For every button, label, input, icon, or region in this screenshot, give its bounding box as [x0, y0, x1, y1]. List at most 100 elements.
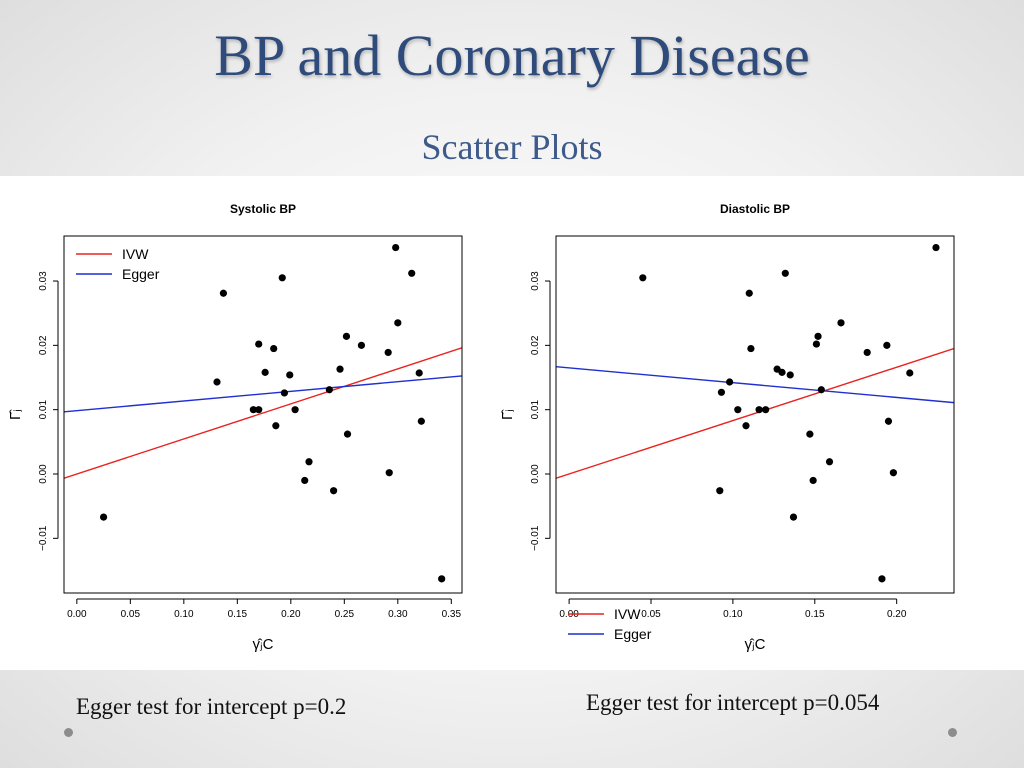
plot-panel: Systolic BP 0.00 0.05 0.10 0.15 0.20 0.25 0.30 0…: [0, 176, 1024, 670]
regression-line-ivw: [556, 347, 954, 479]
data-point: [837, 319, 845, 327]
data-point: [932, 243, 940, 252]
data-point: [747, 344, 755, 353]
data-point: [889, 469, 897, 477]
data-point: [438, 575, 446, 583]
x-tick-label: 0.20: [887, 609, 907, 620]
data-point: [778, 368, 786, 376]
plot-frame: [63, 235, 463, 594]
x-tick-label: 0.15: [805, 609, 825, 620]
y-tick-label: −0.01: [530, 525, 541, 551]
data-point: [814, 332, 822, 340]
data-point: [726, 378, 734, 386]
data-point: [817, 386, 825, 394]
data-point: [883, 341, 891, 349]
y-tick-label: 0.02: [38, 335, 49, 355]
data-point: [261, 368, 269, 376]
data-point: [884, 417, 893, 425]
x-axis-label: γ̂ⱼC: [253, 636, 274, 653]
x-tick-label: 0.05: [121, 609, 141, 620]
legend-label-ivw: IVW: [122, 246, 149, 262]
x-axis-label: γ̂ⱼC: [745, 636, 766, 653]
x-tick-label: 0.10: [723, 609, 743, 620]
data-point: [906, 369, 914, 377]
x-tick-label: 0.20: [281, 609, 301, 620]
charts-figure: Systolic BP 0.00 0.05 0.10 0.15 0.20 0.25 0.30 0…: [7, 202, 955, 653]
data-point: [280, 389, 288, 397]
data-point: [272, 422, 280, 430]
y-tick-label: 0.02: [530, 335, 541, 355]
data-point: [278, 274, 286, 282]
egger-test-note-systolic: Egger test for intercept p=0.2: [76, 694, 347, 719]
regression-line-ivw: [64, 347, 462, 479]
data-point: [639, 274, 647, 282]
y-tick-label: 0.00: [530, 464, 541, 484]
data-point: [357, 341, 366, 349]
data-point: [786, 371, 794, 379]
data-point: [789, 513, 798, 521]
data-point: [270, 344, 278, 353]
ornament-dot-left: [64, 728, 73, 737]
data-point: [755, 406, 763, 414]
data-point: [325, 386, 333, 394]
data-point: [291, 406, 299, 414]
y-tick-label: 0.01: [38, 400, 49, 420]
chart-title: Diastolic BP: [720, 202, 790, 216]
data-point: [330, 487, 338, 495]
data-point: [301, 476, 309, 485]
data-point: [255, 340, 263, 348]
data-point: [343, 430, 352, 438]
data-point: [717, 388, 726, 396]
data-point: [825, 458, 834, 466]
data-point: [716, 487, 724, 495]
data-point: [781, 269, 789, 277]
slide-subtitle: Scatter Plots: [421, 127, 603, 167]
regression-line-egger: [556, 365, 954, 404]
data-point: [863, 348, 871, 357]
legend: IVW Egger: [76, 246, 160, 282]
data-point: [878, 575, 886, 583]
data-point: [336, 365, 344, 373]
legend-label-ivw: IVW: [614, 606, 641, 622]
data-point: [408, 269, 416, 277]
data-point: [812, 340, 821, 348]
data-point: [286, 371, 294, 379]
data-point: [249, 406, 257, 414]
y-axis-label: Γ̂ⱼ: [7, 409, 24, 420]
y-tick-label: 0.01: [530, 400, 541, 420]
data-point: [734, 406, 742, 414]
data-point: [415, 369, 423, 377]
x-tick-label: 0.35: [442, 609, 462, 620]
regression-line-egger: [64, 375, 462, 413]
legend-label-egger: Egger: [122, 266, 160, 282]
y-tick-label: 0.03: [38, 271, 49, 291]
x-tick-label: 0.00: [67, 609, 87, 620]
x-tick-label: 0.30: [388, 609, 408, 620]
y-tick-label: 0.00: [38, 464, 49, 484]
y-tick-label: 0.03: [530, 271, 541, 291]
data-point: [394, 319, 402, 327]
data-point: [762, 406, 770, 414]
chart-1: Diastolic BP 0.00 0.05 0.10 0.15 0.20 −0.01 0.0…: [499, 202, 955, 653]
x-tick-label: 0.25: [335, 609, 355, 620]
chart-title: Systolic BP: [230, 202, 296, 216]
legend: IVW Egger: [568, 606, 652, 642]
data-point: [809, 476, 817, 485]
data-point: [392, 243, 400, 252]
data-point: [219, 289, 228, 297]
chart-0: Systolic BP 0.00 0.05 0.10 0.15 0.20 0.25 0.30 0…: [7, 202, 463, 653]
x-tick-label: 0.05: [641, 609, 661, 620]
slide-title: BP and Coronary Disease: [214, 23, 810, 88]
data-point: [99, 513, 108, 521]
data-point: [342, 332, 351, 340]
data-point: [255, 406, 263, 414]
data-point: [806, 430, 814, 438]
data-point: [305, 458, 313, 466]
y-tick-label: −0.01: [38, 525, 49, 551]
egger-test-note-diastolic: Egger test for intercept p=0.054: [586, 690, 880, 715]
data-point: [742, 422, 750, 430]
data-point: [213, 378, 221, 386]
y-axis-label: Γ̂ⱼ: [499, 409, 516, 420]
ornament-dot-right: [948, 728, 957, 737]
x-tick-label: 0.10: [174, 609, 194, 620]
